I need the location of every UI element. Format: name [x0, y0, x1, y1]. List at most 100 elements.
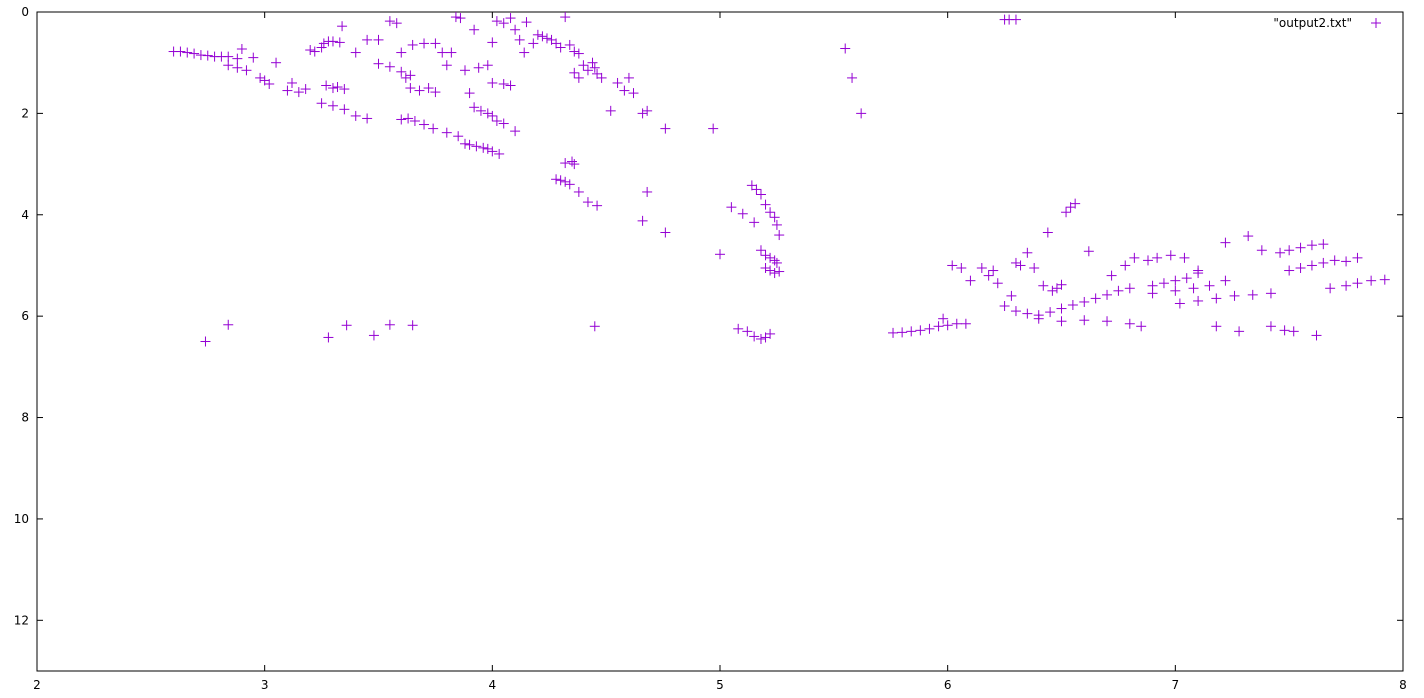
data-point — [460, 138, 471, 149]
data-point — [983, 270, 994, 281]
data-point — [642, 105, 653, 116]
data-point — [1079, 296, 1090, 307]
data-point — [569, 159, 580, 170]
data-point — [327, 100, 338, 111]
data-point — [951, 318, 962, 329]
x-tick-label: 7 — [1172, 678, 1180, 692]
data-point — [1341, 256, 1352, 267]
data-point — [1006, 290, 1017, 301]
data-point — [189, 48, 200, 59]
data-point — [1124, 283, 1135, 294]
data-point — [1102, 289, 1113, 300]
data-point — [915, 325, 926, 336]
data-point — [1211, 321, 1222, 332]
data-point — [751, 184, 762, 195]
y-tick-label: 8 — [21, 411, 29, 425]
data-point — [305, 45, 316, 56]
data-point — [441, 127, 452, 138]
data-point — [726, 202, 737, 213]
data-point — [992, 278, 1003, 289]
data-point — [1010, 306, 1021, 317]
data-point — [236, 44, 247, 55]
data-point — [373, 58, 384, 69]
data-point — [1366, 275, 1377, 286]
data-point — [560, 176, 571, 187]
data-point — [428, 123, 439, 134]
data-point — [396, 66, 407, 77]
data-point — [409, 115, 420, 126]
data-point — [988, 265, 999, 276]
data-point — [573, 186, 584, 197]
data-point — [1181, 273, 1192, 284]
data-point — [1038, 280, 1049, 291]
data-point — [455, 13, 466, 24]
data-point — [1170, 275, 1181, 286]
data-point — [733, 323, 744, 334]
data-point — [551, 38, 562, 49]
data-point — [1152, 252, 1163, 263]
data-point — [569, 67, 580, 78]
legend-marker-icon — [1371, 18, 1381, 28]
data-point — [1311, 330, 1322, 341]
data-point — [487, 110, 498, 121]
data-point — [760, 199, 771, 210]
data-point — [589, 62, 600, 73]
data-point — [460, 65, 471, 76]
data-point — [582, 197, 593, 208]
data-point — [510, 24, 521, 35]
data-point — [1015, 260, 1026, 271]
data-point — [327, 83, 338, 94]
data-point — [769, 268, 780, 279]
data-point — [339, 84, 350, 95]
data-point — [430, 87, 441, 98]
data-point — [1279, 325, 1290, 336]
data-point — [282, 85, 293, 96]
data-point — [175, 46, 186, 57]
data-point — [708, 123, 719, 134]
data-point — [1090, 293, 1101, 304]
data-point — [551, 174, 562, 185]
data-point — [1113, 285, 1124, 296]
data-point — [1136, 321, 1147, 332]
data-point — [999, 301, 1010, 312]
data-point — [494, 148, 505, 159]
data-point — [450, 12, 461, 23]
data-point — [1275, 247, 1286, 258]
data-point — [1243, 231, 1254, 242]
data-point — [241, 65, 252, 76]
data-point — [1143, 255, 1154, 266]
data-point — [373, 34, 384, 45]
data-point — [1033, 313, 1044, 324]
data-point — [514, 34, 525, 45]
y-tick-label: 2 — [21, 106, 29, 120]
data-point — [464, 88, 475, 99]
data-point — [391, 18, 402, 29]
data-point — [1079, 315, 1090, 326]
data-point — [592, 200, 603, 211]
data-point — [1070, 198, 1081, 209]
data-point — [430, 38, 441, 49]
data-point — [384, 319, 395, 330]
data-point — [569, 46, 580, 57]
data-point — [1170, 285, 1181, 296]
data-point — [1129, 252, 1140, 263]
data-point — [482, 60, 493, 71]
data-point — [471, 141, 482, 152]
data-point — [840, 43, 851, 54]
data-point — [1174, 298, 1185, 309]
data-point — [1165, 250, 1176, 261]
data-point — [321, 80, 332, 91]
data-point — [1284, 245, 1295, 256]
data-point — [637, 108, 648, 119]
x-tick-label: 6 — [944, 678, 952, 692]
data-point — [223, 319, 234, 330]
y-tick-label: 4 — [21, 208, 29, 222]
data-point — [405, 83, 416, 94]
data-point — [286, 77, 297, 88]
data-point — [469, 102, 480, 113]
data-point — [637, 215, 648, 226]
data-point — [1352, 278, 1363, 289]
data-point — [446, 47, 457, 58]
data-point — [965, 275, 976, 286]
data-point — [1318, 239, 1329, 250]
